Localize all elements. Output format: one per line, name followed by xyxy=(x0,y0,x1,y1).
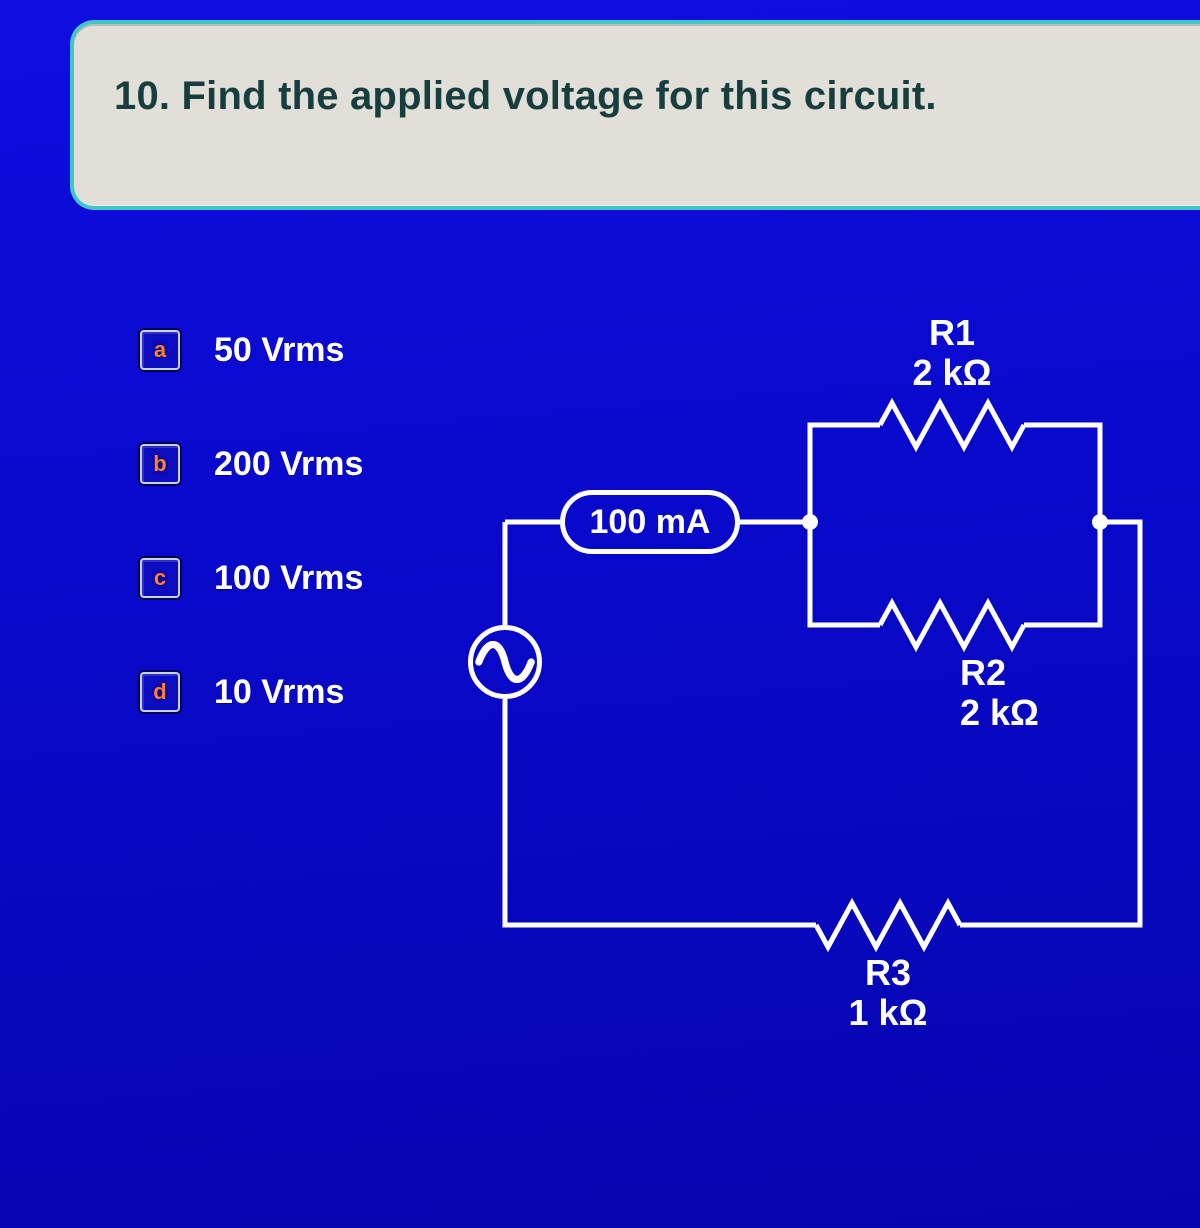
option-label-c: 100 Vrms xyxy=(214,559,363,598)
r3-name: R3 xyxy=(865,952,911,993)
answer-options: a 50 Vrms b 200 Vrms c 100 Vrms d 10 Vrm… xyxy=(140,330,363,712)
r3-value: 1 kΩ xyxy=(849,992,928,1033)
option-b[interactable]: b 200 Vrms xyxy=(140,444,363,484)
r2-value: 2 kΩ xyxy=(960,692,1039,733)
option-key-a: a xyxy=(140,330,180,370)
option-key-b: b xyxy=(140,444,180,484)
option-key-c: c xyxy=(140,558,180,598)
question-number: 10. xyxy=(114,74,170,118)
ac-source-icon xyxy=(468,625,542,699)
r1-name: R1 xyxy=(929,312,975,353)
option-c[interactable]: c 100 Vrms xyxy=(140,558,363,598)
question-text: 10. Find the applied voltage for this ci… xyxy=(114,74,1160,119)
question-panel: 10. Find the applied voltage for this ci… xyxy=(70,20,1200,210)
ammeter-label: 100 mA xyxy=(560,490,740,554)
r1-value: 2 kΩ xyxy=(913,352,992,393)
ammeter-value: 100 mA xyxy=(590,503,711,542)
r2-name: R2 xyxy=(960,652,1006,693)
circuit-diagram: 100 mA R1 2 kΩ xyxy=(490,315,1180,1065)
option-label-a: 50 Vrms xyxy=(214,331,344,370)
option-label-d: 10 Vrms xyxy=(214,673,344,712)
option-label-b: 200 Vrms xyxy=(214,445,363,484)
option-d[interactable]: d 10 Vrms xyxy=(140,672,363,712)
option-key-d: d xyxy=(140,672,180,712)
circuit-svg: R1 2 kΩ R2 2 kΩ R3 1 kΩ xyxy=(490,315,1180,1065)
option-a[interactable]: a 50 Vrms xyxy=(140,330,363,370)
question-body: Find the applied voltage for this circui… xyxy=(182,74,937,118)
